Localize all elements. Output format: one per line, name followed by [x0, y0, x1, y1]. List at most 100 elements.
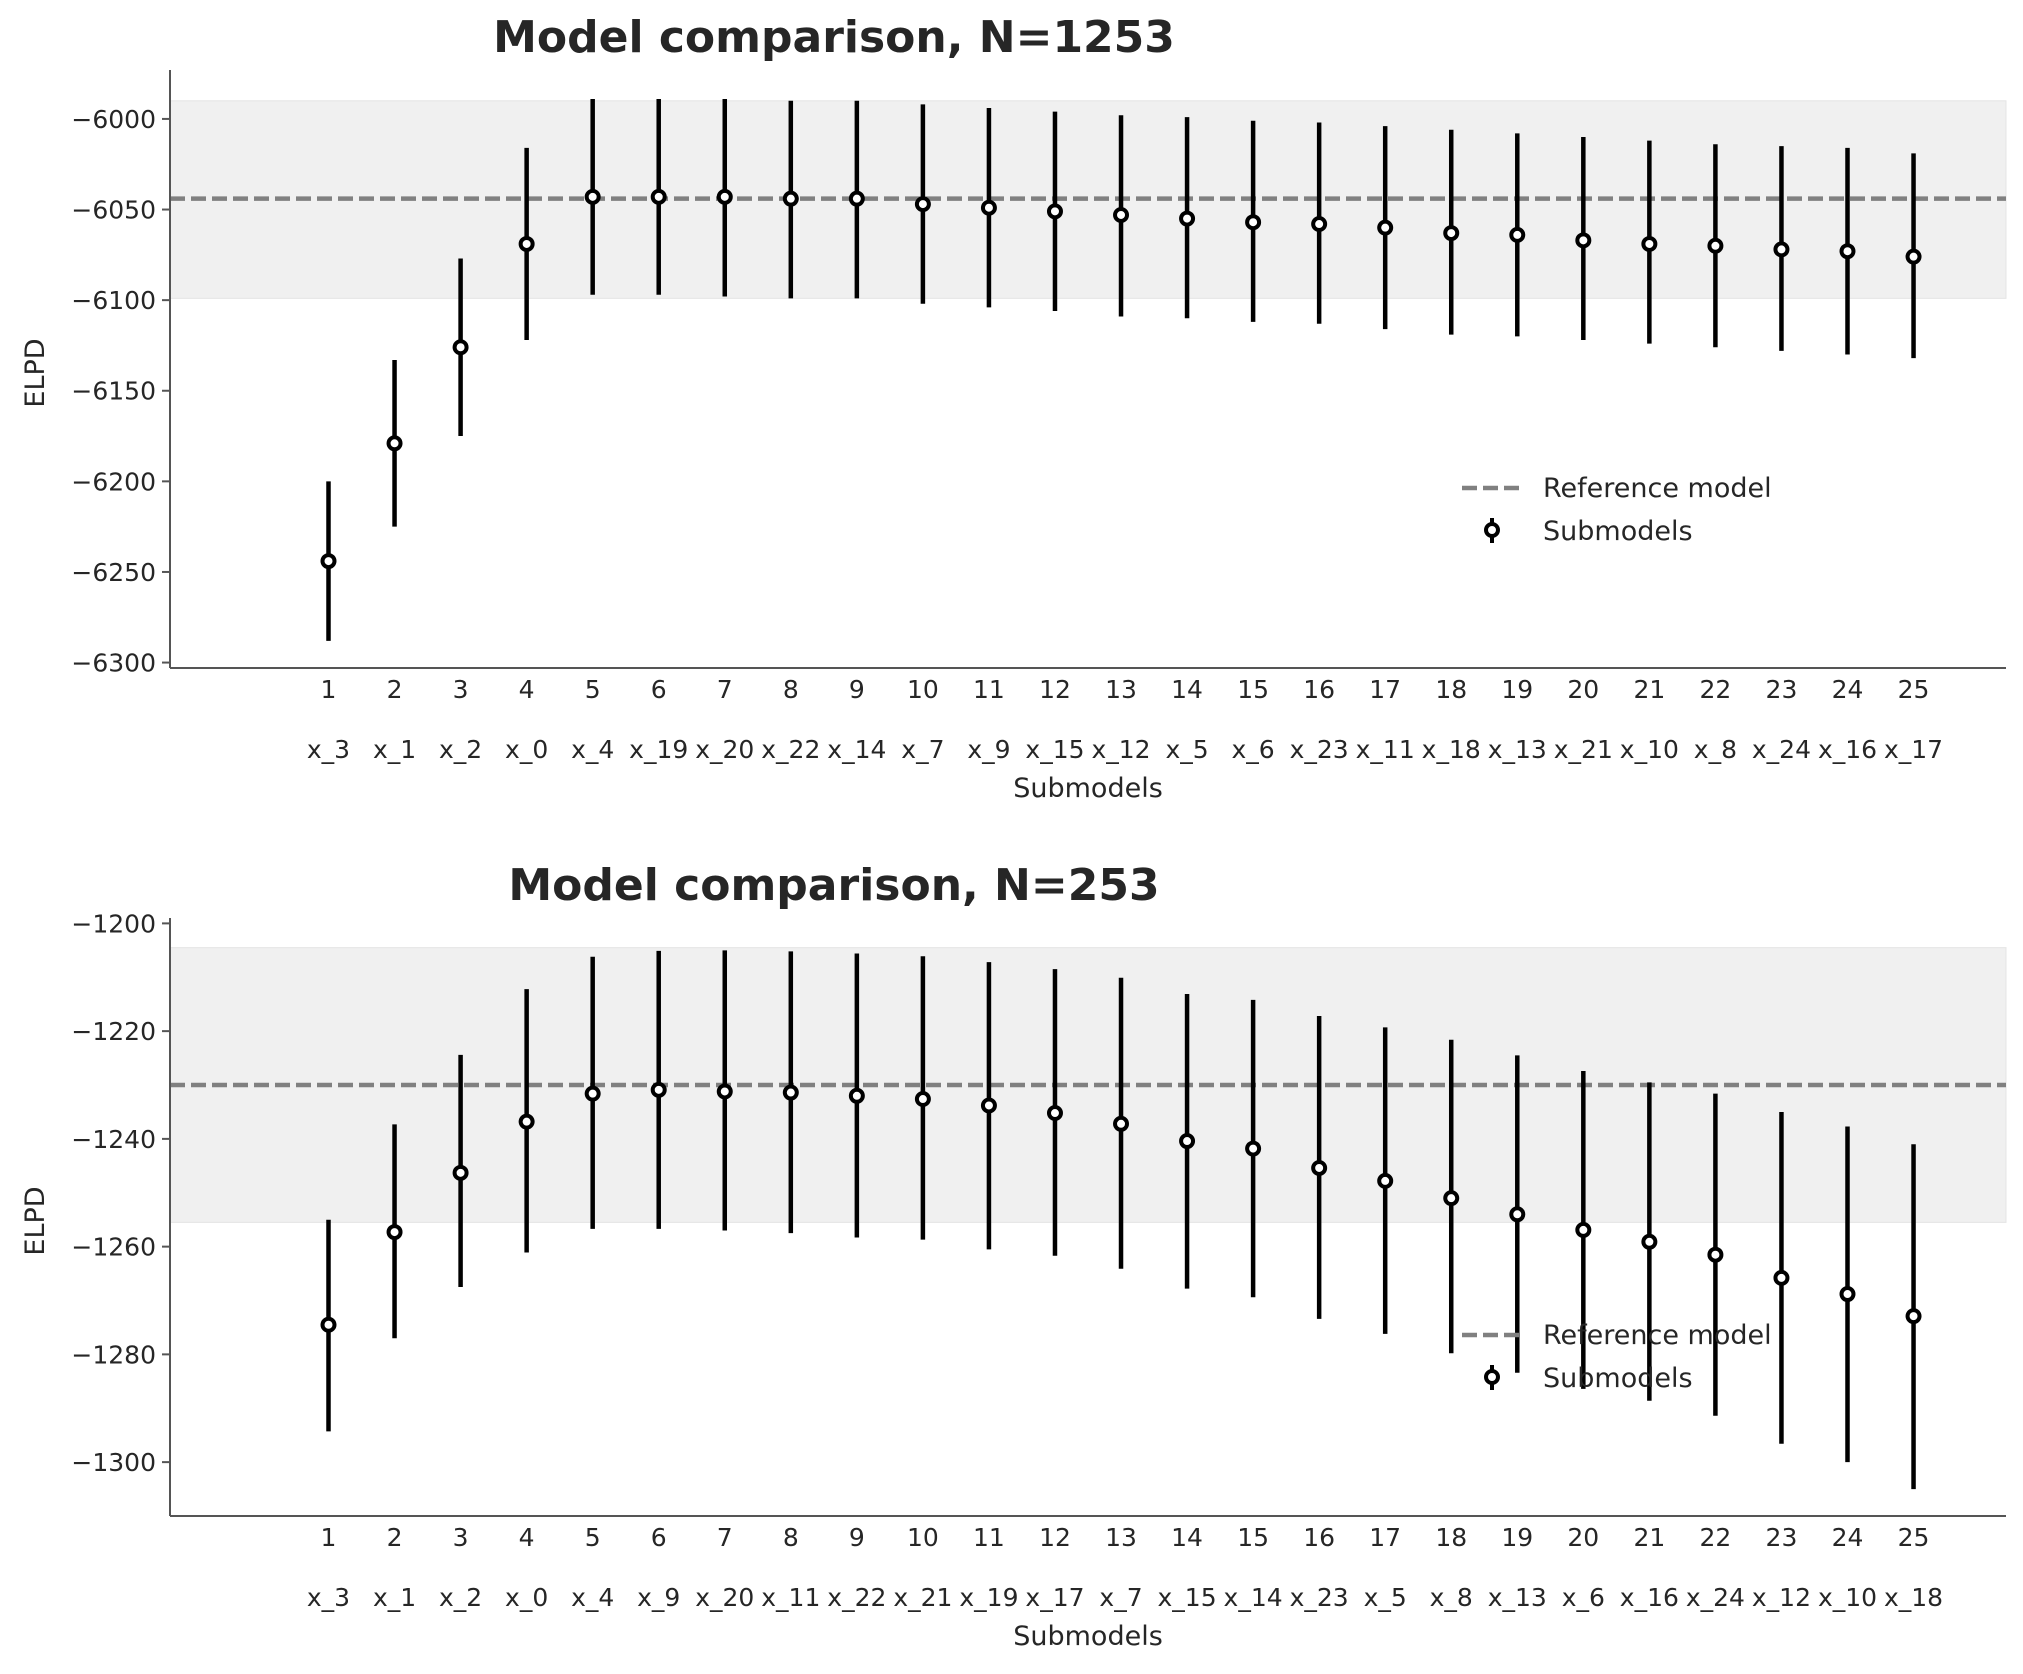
panel-2-legend-submodels-label: Submodels	[1543, 1363, 1693, 1394]
submodel-point	[1839, 243, 1856, 260]
x-tick-label: 8	[783, 675, 799, 704]
y-tick-label: −6250	[71, 558, 156, 587]
x-variable-label: x_20	[695, 735, 754, 764]
submodel-point	[716, 188, 733, 205]
x-variable-label: x_19	[629, 735, 688, 764]
x-tick-label: 11	[973, 675, 1005, 704]
submodel-point	[1509, 226, 1526, 243]
submodel-point	[452, 339, 469, 356]
submodel-point	[320, 1316, 337, 1333]
x-variable-label: x_17	[1025, 1583, 1084, 1612]
panel-1-x-ticks: 1x_32x_13x_24x_05x_46x_197x_208x_229x_14…	[307, 675, 1943, 764]
x-variable-label: x_1	[373, 735, 416, 764]
submodel-point	[716, 1083, 733, 1100]
x-tick-label: 3	[453, 1523, 469, 1552]
x-tick-label: 12	[1039, 675, 1071, 704]
x-tick-label: 14	[1171, 675, 1203, 704]
submodel-point	[584, 1085, 601, 1102]
submodel-point	[1311, 216, 1328, 233]
x-tick-label: 1	[321, 1523, 337, 1552]
panel-1-legend: Reference model Submodels	[1462, 473, 1772, 547]
x-variable-label: x_4	[571, 1583, 614, 1612]
panel-2-points	[320, 1081, 1922, 1333]
submodel-point	[1509, 1206, 1526, 1223]
submodel-point	[518, 235, 535, 252]
panel-1-points	[320, 188, 1922, 570]
x-tick-label: 14	[1171, 1523, 1203, 1552]
x-tick-label: 13	[1105, 675, 1137, 704]
submodel-point	[782, 1084, 799, 1101]
submodel-point	[980, 1097, 997, 1114]
x-variable-label: x_13	[1488, 735, 1547, 764]
panel-1-y-ticks: −6300 −6250 −6200 −6150 −6100 −6050 −6000	[71, 105, 170, 678]
x-variable-label: x_11	[761, 1583, 820, 1612]
submodel-point	[914, 1091, 931, 1108]
panel-1-y-axis-label: ELPD	[20, 338, 51, 407]
x-tick-label: 2	[387, 1523, 403, 1552]
x-tick-label: 24	[1832, 1523, 1864, 1552]
submodel-point	[1905, 1308, 1922, 1325]
submodel-point	[1046, 1105, 1063, 1122]
x-variable-label: x_10	[1620, 735, 1679, 764]
x-tick-label: 18	[1435, 1523, 1467, 1552]
x-variable-label: x_9	[967, 735, 1010, 764]
x-variable-label: x_24	[1686, 1583, 1745, 1612]
x-variable-label: x_22	[827, 1583, 886, 1612]
x-tick-label: 21	[1633, 675, 1665, 704]
x-tick-label: 23	[1766, 675, 1798, 704]
x-tick-label: 1	[321, 675, 337, 704]
y-tick-label: −6200	[71, 467, 156, 496]
panel-1-legend-submodels-swatch-marker	[1484, 522, 1500, 538]
submodel-point	[1905, 248, 1922, 265]
y-tick-label: −1240	[71, 1125, 156, 1154]
panel-2-x-ticks: 1x_32x_13x_24x_05x_46x_97x_208x_119x_221…	[307, 1523, 1943, 1612]
y-tick-label: −6050	[71, 196, 156, 225]
submodel-point	[1179, 1133, 1196, 1150]
x-variable-label: x_12	[1752, 1583, 1811, 1612]
x-tick-label: 4	[519, 1523, 535, 1552]
x-variable-label: x_4	[571, 735, 614, 764]
x-tick-label: 25	[1898, 1523, 1930, 1552]
submodel-point	[1707, 1246, 1724, 1263]
x-variable-label: x_10	[1818, 1583, 1877, 1612]
x-variable-label: x_12	[1091, 735, 1150, 764]
x-tick-label: 21	[1633, 1523, 1665, 1552]
submodel-point	[1113, 1115, 1130, 1132]
x-variable-label: x_24	[1752, 735, 1811, 764]
submodel-point	[914, 196, 931, 213]
panel-2-title: Model comparison, N=253	[508, 860, 1159, 911]
y-tick-label: −6150	[71, 377, 156, 406]
submodel-point	[1773, 241, 1790, 258]
panel-1-legend-submodels-label: Submodels	[1543, 516, 1693, 547]
submodel-point	[1443, 1190, 1460, 1207]
x-tick-label: 11	[973, 1523, 1005, 1552]
submodel-point	[1575, 1221, 1592, 1238]
submodel-point	[650, 188, 667, 205]
x-tick-label: 9	[849, 675, 865, 704]
x-variable-label: x_23	[1290, 735, 1349, 764]
x-variable-label: x_14	[1224, 1583, 1283, 1612]
x-tick-label: 25	[1898, 675, 1930, 704]
x-variable-label: x_11	[1356, 735, 1415, 764]
submodel-point	[386, 435, 403, 452]
submodel-point	[782, 190, 799, 207]
y-tick-label: −1280	[71, 1340, 156, 1369]
x-tick-label: 16	[1303, 1523, 1335, 1552]
x-tick-label: 24	[1832, 675, 1864, 704]
x-variable-label: x_0	[505, 1583, 548, 1612]
submodel-point	[320, 553, 337, 570]
x-variable-label: x_7	[901, 735, 944, 764]
x-variable-label: x_3	[307, 1583, 350, 1612]
x-variable-label: x_16	[1620, 1583, 1679, 1612]
submodel-point	[1707, 237, 1724, 254]
x-tick-label: 15	[1237, 1523, 1269, 1552]
y-tick-label: −6100	[71, 286, 156, 315]
submodel-point	[518, 1113, 535, 1130]
x-variable-label: x_23	[1290, 1583, 1349, 1612]
submodel-point	[1377, 1172, 1394, 1189]
submodel-point	[1179, 210, 1196, 227]
y-tick-label: −6000	[71, 105, 156, 134]
x-variable-label: x_19	[959, 1583, 1018, 1612]
x-tick-label: 23	[1766, 1523, 1798, 1552]
x-variable-label: x_21	[1554, 735, 1613, 764]
